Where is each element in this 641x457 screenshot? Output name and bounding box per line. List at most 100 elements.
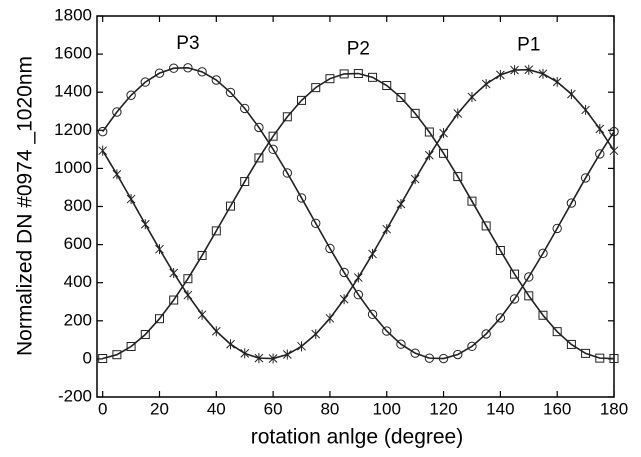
- marker-asterisk: [183, 290, 193, 301]
- marker-square: [481, 221, 491, 231]
- x-tick-label: 60: [264, 399, 283, 418]
- marker-asterisk: [254, 353, 264, 364]
- marker-square: [183, 274, 193, 284]
- marker-square: [609, 354, 619, 364]
- x-tick-label: 140: [486, 399, 514, 418]
- x-tick-label: 40: [207, 399, 226, 418]
- marker-circle: [168, 63, 179, 73]
- marker-square: [211, 226, 221, 236]
- marker-circle: [254, 122, 264, 133]
- marker-circle: [495, 313, 506, 323]
- marker-circle: [154, 68, 165, 78]
- marker-asterisk: [567, 89, 576, 100]
- marker-asterisk: [197, 309, 207, 320]
- marker-square: [297, 95, 307, 105]
- marker-asterisk: [481, 79, 491, 90]
- marker-square: [453, 172, 463, 182]
- marker-square: [268, 131, 278, 141]
- marker-square: [325, 74, 335, 84]
- marker-circle: [97, 126, 108, 137]
- marker-asterisk: [282, 349, 292, 360]
- marker-circle: [566, 198, 577, 208]
- marker-asterisk: [496, 69, 505, 80]
- marker-asterisk: [311, 329, 321, 340]
- x-tick-label: 20: [150, 399, 169, 418]
- series: [97, 63, 619, 364]
- marker-square: [510, 269, 520, 279]
- marker-circle: [538, 248, 548, 259]
- marker-circle: [211, 75, 222, 85]
- marker-square: [339, 69, 349, 79]
- y-tick-label: 1800: [54, 5, 92, 24]
- marker-asterisk: [169, 267, 179, 278]
- marker-asterisk: [510, 65, 519, 76]
- y-tick-label: 600: [64, 234, 92, 253]
- marker-circle: [580, 173, 591, 183]
- marker-square: [311, 83, 321, 93]
- marker-square: [140, 330, 150, 340]
- marker-circle: [126, 90, 136, 100]
- marker-asterisk: [297, 341, 306, 352]
- marker-asterisk: [439, 128, 448, 139]
- marker-asterisk: [155, 244, 164, 255]
- marker-asterisk: [211, 326, 221, 337]
- series: [98, 69, 619, 364]
- x-tick-label: 80: [320, 399, 339, 418]
- x-tick-label: 160: [543, 399, 571, 418]
- marker-circle: [552, 223, 562, 234]
- marker-square: [282, 112, 292, 122]
- marker-square: [581, 348, 591, 358]
- marker-circle: [481, 329, 491, 339]
- marker-asterisk: [268, 353, 278, 364]
- marker-asterisk: [396, 199, 406, 210]
- marker-circle: [424, 353, 435, 363]
- marker-asterisk: [339, 294, 349, 305]
- marker-circle: [467, 341, 477, 352]
- marker-circle: [240, 103, 250, 114]
- marker-circle: [595, 149, 605, 159]
- marker-asterisk: [609, 145, 619, 156]
- marker-circle: [225, 87, 236, 98]
- marker-square: [467, 196, 477, 206]
- y-tick-label: 1400: [54, 82, 92, 101]
- y-tick-label: 1600: [54, 44, 92, 63]
- x-tick-label: 0: [98, 399, 107, 418]
- marker-asterisk: [325, 313, 335, 324]
- marker-square: [254, 153, 264, 163]
- marker-asterisk: [112, 169, 122, 180]
- series-label: P2: [347, 39, 370, 60]
- marker-square: [410, 108, 420, 118]
- marker-square: [169, 295, 179, 305]
- marker-circle: [453, 349, 463, 360]
- x-axis-title: rotation anlge (degree): [251, 426, 463, 449]
- marker-asterisk: [126, 194, 136, 205]
- marker-asterisk: [226, 339, 235, 350]
- y-tick-label: 400: [64, 272, 92, 291]
- marker-asterisk: [368, 248, 377, 259]
- y-tick-label: 1200: [54, 120, 92, 139]
- marker-square: [112, 350, 122, 360]
- marker-square: [595, 353, 605, 363]
- y-tick-label: 800: [64, 196, 92, 215]
- marker-circle: [509, 294, 520, 304]
- marker-circle: [396, 339, 406, 349]
- marker-square: [538, 310, 548, 320]
- marker-circle: [112, 107, 122, 117]
- marker-square: [424, 127, 434, 137]
- marker-asterisk: [538, 68, 548, 79]
- marker-circle: [382, 326, 392, 336]
- marker-asterisk: [581, 104, 590, 115]
- x-tick-label: 120: [429, 399, 457, 418]
- marker-circle: [140, 77, 150, 87]
- marker-asterisk: [410, 174, 420, 185]
- series-line: [102, 72, 615, 360]
- series-label: P1: [517, 35, 540, 56]
- marker-square: [240, 177, 250, 187]
- marker-square: [495, 246, 505, 256]
- marker-square: [566, 339, 576, 349]
- marker-asterisk: [467, 91, 477, 102]
- marker-square: [552, 327, 562, 337]
- marker-square: [524, 291, 534, 301]
- marker-asterisk: [524, 64, 534, 75]
